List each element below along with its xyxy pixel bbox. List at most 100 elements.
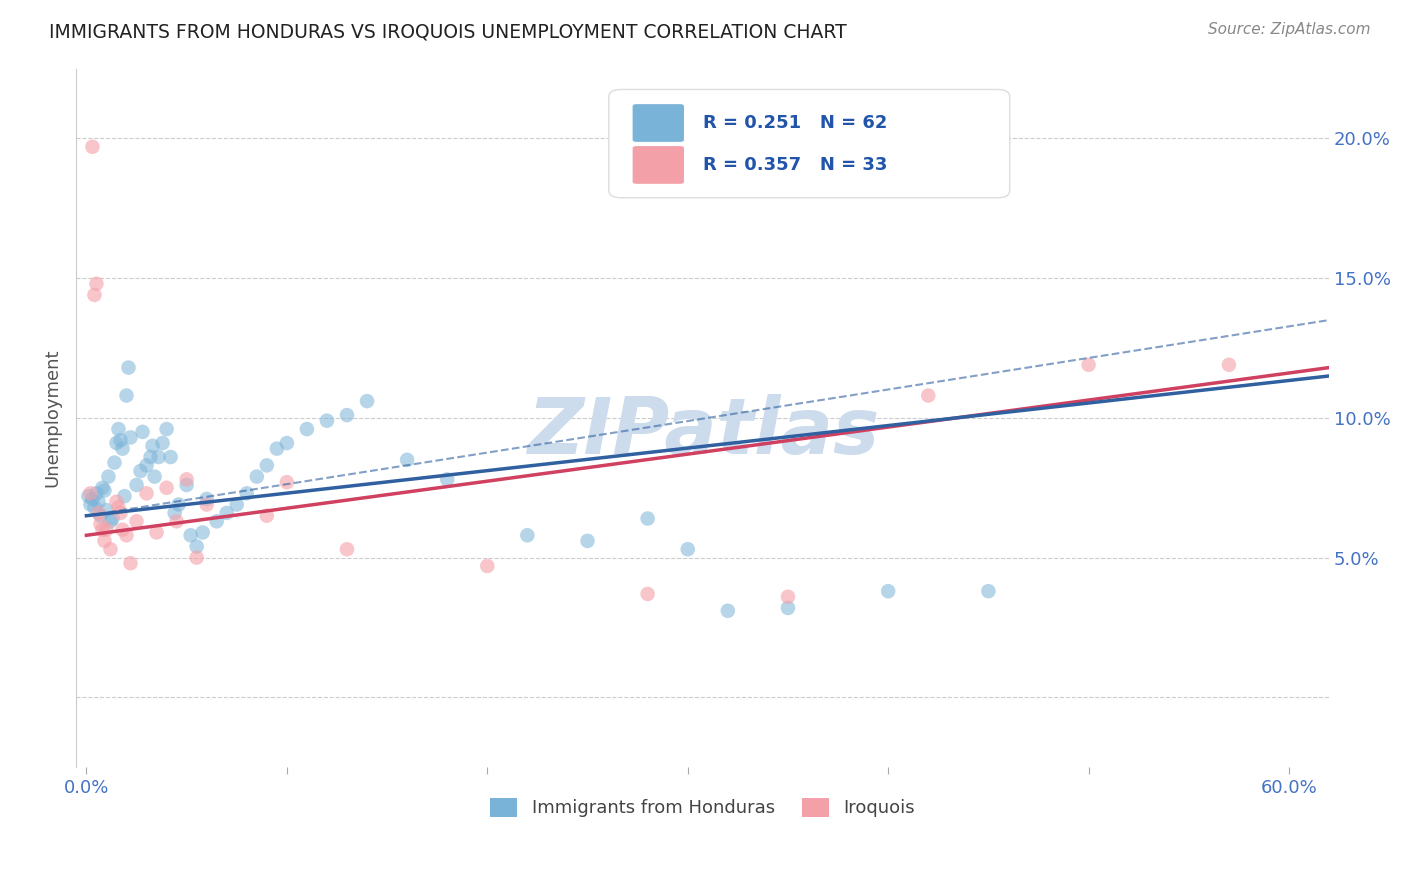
Point xyxy=(91,523,114,537)
Point xyxy=(82,491,104,506)
Point xyxy=(167,498,190,512)
Point xyxy=(276,436,298,450)
Point xyxy=(131,425,153,439)
Text: R = 0.251   N = 62: R = 0.251 N = 62 xyxy=(703,114,887,132)
Point xyxy=(215,506,238,520)
Point xyxy=(776,601,799,615)
Point xyxy=(917,388,939,402)
Point xyxy=(356,394,378,409)
Point xyxy=(107,500,129,515)
Point xyxy=(125,478,148,492)
Point xyxy=(77,489,100,503)
Point xyxy=(143,469,166,483)
Point xyxy=(717,604,740,618)
Text: IMMIGRANTS FROM HONDURAS VS IROQUOIS UNEMPLOYMENT CORRELATION CHART: IMMIGRANTS FROM HONDURAS VS IROQUOIS UNE… xyxy=(49,22,846,41)
Point xyxy=(101,511,124,525)
Point xyxy=(1218,358,1240,372)
Point xyxy=(396,452,419,467)
Point xyxy=(107,422,129,436)
Point xyxy=(159,450,181,464)
Point xyxy=(266,442,288,456)
Point xyxy=(637,511,659,525)
Point xyxy=(110,434,132,448)
Point xyxy=(516,528,538,542)
Point xyxy=(436,472,458,486)
Point xyxy=(676,542,699,557)
Point xyxy=(155,422,177,436)
Point xyxy=(155,481,177,495)
Point xyxy=(256,458,278,473)
Legend: Immigrants from Honduras, Iroquois: Immigrants from Honduras, Iroquois xyxy=(484,791,922,824)
Point xyxy=(111,523,134,537)
Point xyxy=(256,508,278,523)
Point xyxy=(105,494,128,508)
Point xyxy=(111,442,134,456)
Point xyxy=(225,498,247,512)
Point xyxy=(637,587,659,601)
Point xyxy=(87,506,110,520)
Point xyxy=(195,498,218,512)
Point xyxy=(117,360,139,375)
Point xyxy=(83,500,105,515)
Point xyxy=(148,450,170,464)
Point xyxy=(96,503,118,517)
Point xyxy=(176,472,198,486)
Point xyxy=(477,559,499,574)
Point xyxy=(276,475,298,490)
Point xyxy=(120,556,142,570)
Point xyxy=(191,525,214,540)
Point xyxy=(93,483,115,498)
Text: ZIPatlas: ZIPatlas xyxy=(527,394,879,470)
Point xyxy=(115,388,138,402)
Point xyxy=(82,140,104,154)
Point xyxy=(129,464,152,478)
Point xyxy=(87,494,110,508)
Point xyxy=(86,277,108,291)
Point xyxy=(1077,358,1099,372)
Point xyxy=(877,584,900,599)
Point xyxy=(236,486,259,500)
FancyBboxPatch shape xyxy=(633,146,683,184)
Point xyxy=(246,469,269,483)
Point xyxy=(205,514,228,528)
Point xyxy=(186,550,208,565)
Point xyxy=(316,414,339,428)
Point xyxy=(79,498,101,512)
Point xyxy=(186,540,208,554)
Point xyxy=(139,450,162,464)
Point xyxy=(776,590,799,604)
Text: R = 0.357   N = 33: R = 0.357 N = 33 xyxy=(703,156,887,174)
Point xyxy=(135,486,157,500)
Point xyxy=(105,436,128,450)
Point xyxy=(336,542,359,557)
Point xyxy=(100,542,122,557)
Point xyxy=(93,533,115,548)
Point xyxy=(100,514,122,528)
Point xyxy=(295,422,318,436)
Point xyxy=(163,506,186,520)
Point xyxy=(176,478,198,492)
Point xyxy=(91,481,114,495)
Point xyxy=(89,508,111,523)
Point xyxy=(576,533,599,548)
Text: Source: ZipAtlas.com: Source: ZipAtlas.com xyxy=(1208,22,1371,37)
Point xyxy=(180,528,202,542)
Point xyxy=(125,514,148,528)
Point xyxy=(336,408,359,422)
Point xyxy=(135,458,157,473)
Point xyxy=(115,528,138,542)
Point xyxy=(96,523,118,537)
Point xyxy=(120,430,142,444)
Point xyxy=(166,514,188,528)
Point xyxy=(86,486,108,500)
Point xyxy=(152,436,174,450)
Point xyxy=(103,456,125,470)
FancyBboxPatch shape xyxy=(609,89,1010,198)
Point xyxy=(977,584,1000,599)
Point xyxy=(145,525,167,540)
Y-axis label: Unemployment: Unemployment xyxy=(44,349,60,487)
Point xyxy=(114,489,136,503)
Point xyxy=(142,439,165,453)
Point xyxy=(97,469,120,483)
Point xyxy=(195,491,218,506)
